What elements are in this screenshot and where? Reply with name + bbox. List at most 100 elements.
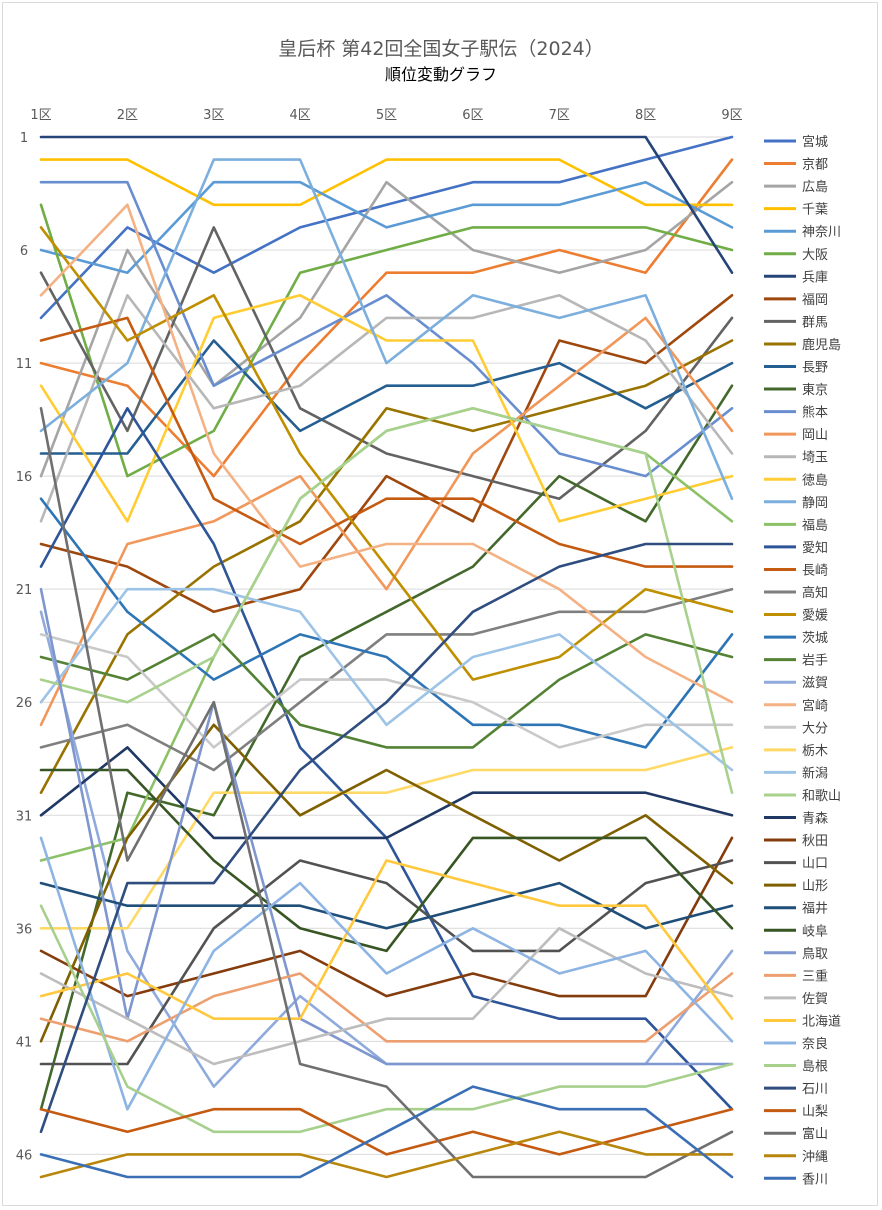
- legend-label: 滋賀: [802, 676, 828, 691]
- series-line: [39, 406, 734, 1179]
- legend-label: 宮崎: [802, 698, 828, 714]
- series-line: [39, 587, 734, 1066]
- x-tick-label: 6区: [462, 108, 483, 123]
- x-tick-label: 1区: [30, 108, 51, 123]
- x-tick-label: 2区: [117, 108, 138, 123]
- y-tick-label: 21: [16, 583, 33, 598]
- legend-label: 大阪: [802, 248, 828, 263]
- legend-label: 鳥取: [802, 947, 828, 962]
- legend-label: 長崎: [802, 563, 828, 578]
- y-tick-label: 31: [16, 809, 33, 824]
- y-tick-label: 11: [16, 357, 33, 372]
- chart-subtitle: 順位変動グラフ: [384, 65, 497, 84]
- legend-label: 静岡: [802, 496, 828, 511]
- legend-label: 北海道: [802, 1014, 841, 1029]
- y-tick-label: 1: [20, 131, 28, 146]
- legend-label: 秋田: [802, 834, 828, 849]
- series-line: [39, 180, 734, 478]
- legend-label: 群馬: [802, 315, 828, 330]
- legend-label: 神奈川: [802, 225, 841, 240]
- series-line: [39, 316, 734, 727]
- series-line: [39, 904, 734, 1134]
- series-line: [39, 1130, 734, 1179]
- series-line: [39, 497, 734, 749]
- legend-label: 大分: [802, 721, 828, 736]
- series-line: [39, 293, 734, 523]
- legend-label: 福岡: [802, 293, 828, 308]
- legend-label: 山形: [802, 879, 828, 894]
- legend-label: 徳島: [802, 473, 828, 488]
- legend-label: 熊本: [802, 405, 828, 421]
- legend-label: 山梨: [802, 1105, 828, 1120]
- series-line: [39, 881, 734, 930]
- series-line: [39, 1107, 734, 1156]
- legend-label: 広島: [802, 180, 828, 195]
- legend-label: 兵庫: [802, 270, 828, 285]
- legend-label: 岐阜: [802, 923, 828, 939]
- legend-label: 愛媛: [802, 609, 828, 624]
- series-line: [39, 859, 734, 1021]
- legend-label: 栃木: [802, 744, 828, 759]
- series-line: [39, 226, 734, 681]
- series-line: [39, 587, 734, 772]
- legend-label: 岩手: [802, 654, 828, 669]
- series-line: [39, 203, 734, 704]
- y-tick-label: 26: [16, 696, 33, 711]
- series-line: [39, 746, 734, 840]
- x-tick-label: 5区: [376, 108, 397, 123]
- legend-label: 宮城: [802, 134, 828, 150]
- series-line: [39, 158, 734, 501]
- legend-label: 福井: [802, 902, 828, 917]
- series-line: [39, 1085, 734, 1179]
- legend-label: 新潟: [802, 765, 828, 781]
- series-line: [39, 293, 734, 614]
- y-tick-label: 41: [16, 1035, 33, 1050]
- series-line: [39, 610, 734, 1088]
- legend-label: 東京: [802, 382, 828, 398]
- series-line: [39, 339, 734, 455]
- chart-title: 皇后杯 第42回全国女子駅伝（2024）: [278, 38, 604, 60]
- legend-label: 福島: [802, 518, 828, 533]
- legend-label: 和歌山: [802, 789, 841, 804]
- x-tick-label: 8区: [635, 108, 656, 123]
- series-line: [39, 316, 734, 568]
- series-line: [39, 633, 734, 749]
- legend-label: 京都: [802, 158, 828, 173]
- y-tick-label: 46: [16, 1148, 33, 1163]
- x-tick-label: 4区: [289, 108, 310, 123]
- legend-label: 石川: [802, 1082, 828, 1097]
- legend-label: 香川: [802, 1172, 828, 1187]
- legend-label: 長野: [802, 361, 828, 376]
- series-line: [39, 135, 734, 275]
- legend-label: 沖縄: [802, 1150, 828, 1165]
- legend-label: 愛知: [802, 540, 828, 556]
- legend-label: 青森: [802, 812, 828, 827]
- series-line: [39, 226, 734, 501]
- series-line: [39, 972, 734, 1043]
- legend-label: 高知: [802, 585, 828, 601]
- legend-label: 岡山: [802, 428, 828, 443]
- y-tick-label: 16: [16, 470, 33, 485]
- legend-label: 富山: [802, 1126, 828, 1142]
- legend-label: 茨城: [802, 631, 828, 646]
- x-tick-label: 7区: [549, 108, 570, 123]
- series-line: [39, 542, 734, 1134]
- series-line: [39, 203, 734, 478]
- series-line: [39, 406, 734, 795]
- legend-label: 三重: [802, 968, 828, 984]
- legend-label: 埼玉: [802, 451, 828, 466]
- x-tick-label: 3区: [203, 108, 224, 123]
- legend-label: 千葉: [802, 203, 828, 218]
- legend-label: 佐賀: [802, 992, 828, 1007]
- y-tick-label: 36: [16, 922, 33, 937]
- series-line: [39, 768, 734, 953]
- legend-label: 山口: [802, 857, 828, 872]
- series-line: [39, 633, 734, 749]
- x-tick-label: 9区: [721, 108, 742, 123]
- series-line: [39, 836, 734, 1111]
- legend-label: 島根: [802, 1060, 828, 1075]
- series-line: [39, 180, 734, 275]
